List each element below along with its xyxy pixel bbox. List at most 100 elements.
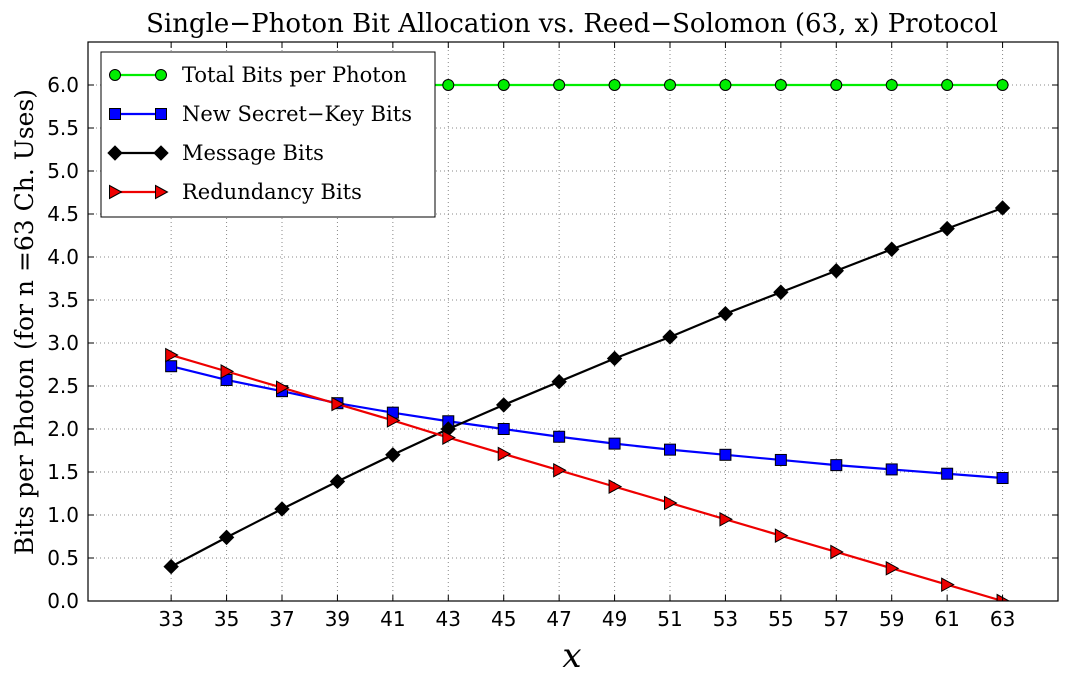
data-point: [885, 560, 900, 576]
x-tick-label: 59: [879, 607, 904, 631]
data-point: [774, 528, 789, 543]
y-tick-label: 1.5: [47, 460, 79, 484]
y-tick-label: 6.0: [47, 73, 79, 97]
x-tick-label: 35: [214, 607, 239, 631]
x-tick-label: 47: [546, 607, 571, 631]
data-point: [165, 360, 178, 373]
data-point: [274, 501, 290, 517]
data-point: [386, 413, 401, 428]
x-tick-label: 57: [824, 607, 849, 631]
x-tick-label: 55: [768, 607, 793, 631]
data-point: [276, 380, 290, 396]
y-tick-label: 5.0: [47, 159, 79, 183]
series-line: [170, 365, 1003, 480]
y-tick-label: 3.0: [47, 331, 79, 355]
data-point: [941, 467, 954, 480]
x-tick-label: 45: [491, 607, 516, 631]
y-tick-label: 3.5: [47, 288, 79, 312]
legend-label: Total Bits per Photon: [182, 63, 407, 87]
plot-frame: [87, 41, 1059, 602]
x-tick-label: 49: [602, 607, 627, 631]
data-point: [773, 284, 789, 300]
data-point: [774, 79, 787, 91]
y-tick-label: 2.0: [47, 417, 79, 441]
data-point: [220, 364, 235, 379]
legend-marker: [155, 108, 167, 120]
x-tick-label: 63: [990, 607, 1015, 631]
data-point: [442, 430, 456, 445]
data-point: [717, 306, 734, 322]
data-point: [331, 396, 345, 412]
data-point: [885, 463, 898, 476]
data-point: [830, 544, 844, 560]
series-1: [165, 360, 1009, 485]
data-point: [996, 79, 1009, 91]
series-line: [170, 206, 1003, 568]
y-tick-label: 2.5: [47, 374, 79, 398]
x-tick-label: 43: [436, 607, 461, 631]
series-2: [163, 200, 1011, 575]
y-tick-label: 4.5: [47, 202, 79, 226]
y-tick-label: 0.5: [47, 546, 79, 570]
data-point: [606, 350, 623, 367]
data-point: [608, 79, 621, 91]
data-point: [719, 79, 732, 91]
legend-marker: [155, 184, 169, 200]
legend-marker: [109, 69, 121, 81]
legend-marker: [109, 184, 123, 200]
y-tick-label: 1.0: [47, 503, 79, 527]
data-point: [774, 453, 787, 466]
data-point: [608, 479, 623, 494]
data-point: [884, 241, 900, 257]
data-point: [828, 263, 844, 279]
y-axis-label: Bits per Photon (for n =63 Ch. Uses): [10, 89, 39, 555]
x-tick-label: 61: [934, 607, 959, 631]
data-point: [830, 459, 843, 472]
data-point: [941, 577, 955, 592]
x-tick-label: 37: [269, 607, 294, 631]
data-point: [218, 529, 235, 546]
data-point: [941, 79, 954, 91]
data-point: [551, 373, 567, 390]
x-tick-label: 51: [657, 607, 682, 631]
series-line: [170, 353, 1003, 601]
series-3: [165, 347, 1011, 601]
data-point: [996, 472, 1009, 485]
data-point: [664, 443, 676, 456]
axis-ticks: 0.0 0.5 1.0 1.5 2.0 2.5 3.0 3.5 4.0 4.5 5.0 5.5 6.0 3…: [47, 42, 1058, 631]
data-point: [664, 79, 676, 91]
data-point: [165, 347, 179, 363]
legend: Total Bits per Photon New Secret−Key Bits…: [100, 51, 436, 218]
legend-marker: [107, 145, 123, 161]
data-point: [496, 397, 512, 413]
data-point: [608, 437, 621, 450]
data-point: [719, 448, 732, 461]
legend-marker: [155, 69, 167, 81]
data-point: [662, 329, 678, 345]
x-tick-label: 39: [325, 607, 350, 631]
legend-label: Message Bits: [182, 141, 324, 165]
data-point: [553, 462, 567, 478]
chart-title: Single−Photon Bit Allocation vs. Reed−So…: [146, 9, 998, 39]
data-point: [664, 495, 678, 511]
data-point: [994, 200, 1011, 216]
x-tick-label: 33: [158, 607, 183, 631]
x-tick-label: 53: [713, 607, 738, 631]
data-point: [553, 430, 566, 443]
data-point: [497, 423, 510, 435]
data-point: [329, 473, 346, 490]
x-axis-label: x: [562, 636, 581, 676]
data-point: [939, 220, 955, 237]
y-tick-label: 0.0: [47, 589, 79, 613]
data-point: [553, 79, 566, 91]
legend-marker: [153, 145, 169, 161]
x-tick-label: 41: [380, 607, 405, 631]
data-point: [385, 447, 401, 463]
data-point: [497, 79, 510, 91]
data-point: [830, 79, 843, 91]
y-tick-label: 5.5: [47, 116, 79, 140]
data-point: [497, 446, 512, 462]
legend-label: New Secret−Key Bits: [182, 102, 412, 126]
data-point: [442, 79, 455, 91]
